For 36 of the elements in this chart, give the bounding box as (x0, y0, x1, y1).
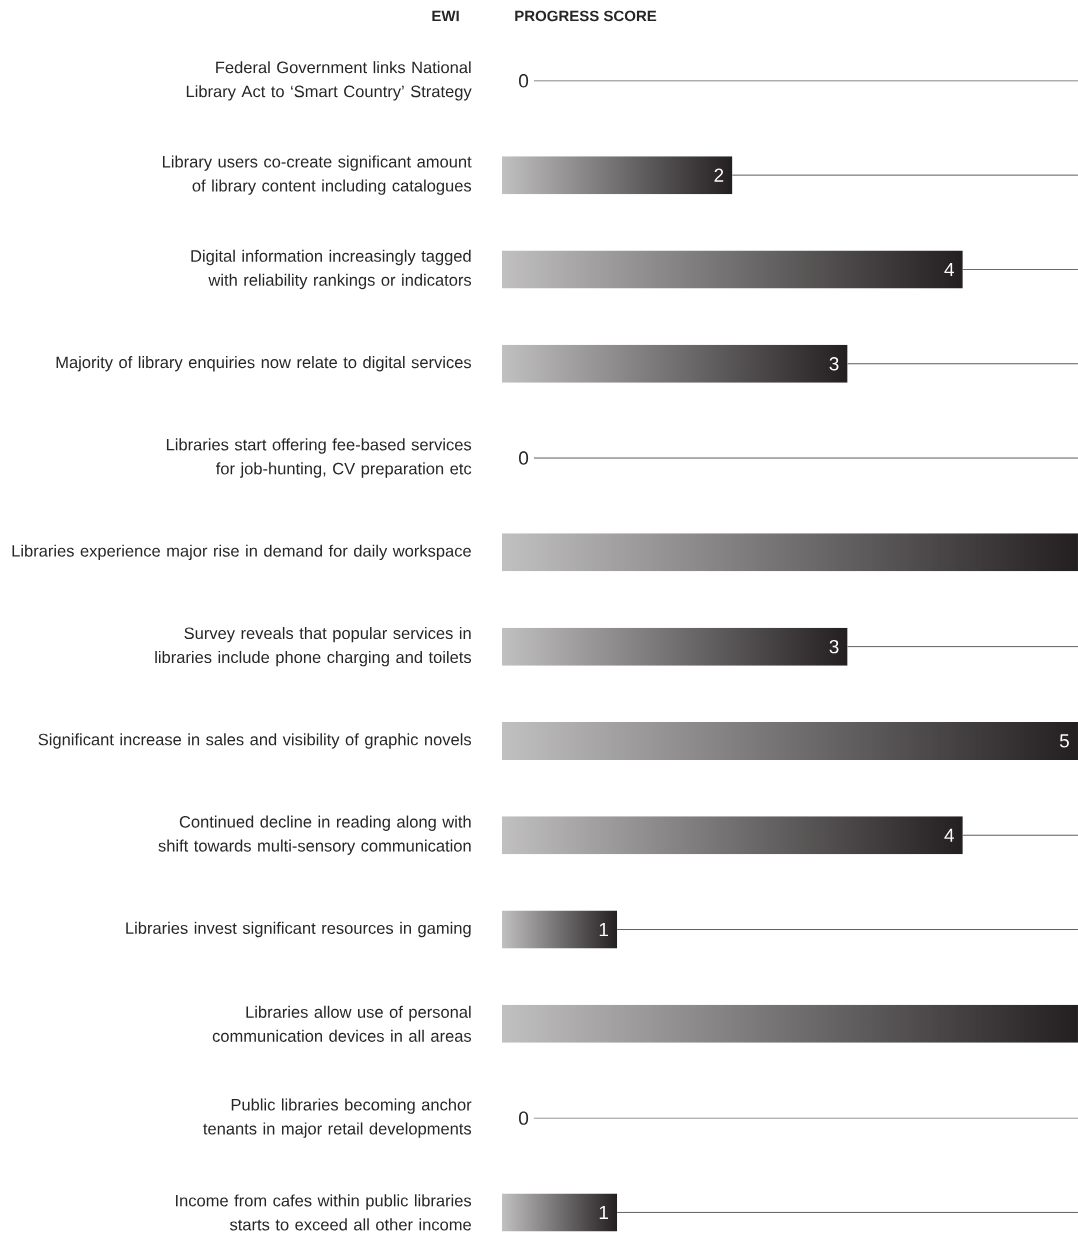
y-tick-label: Continued decline in reading along with shift towards multi-sensory communication (158, 815, 471, 855)
y-tick-label: Libraries allow use of personal communication devices in all areas (212, 1005, 472, 1042)
bar (501, 721, 1078, 760)
bar (501, 910, 618, 949)
data-label: 2 (714, 168, 724, 182)
y-tick-label: Income from cafes within public libraries starts to exceed all other income (176, 1194, 472, 1231)
bar (501, 344, 848, 383)
y-tick-label: Libraries start offering fee-based services for job-hunting, CV preparation etc (166, 438, 472, 478)
data-label: 0 (519, 451, 529, 465)
y-tick-label: Survey reveals that popular services in libraries include phone charging and toilets (155, 626, 472, 667)
y-tick-label: Significant increase in sales and visibility of graphic novels (38, 733, 472, 749)
data-label: 4 (944, 828, 954, 842)
y-tick-label: Library users co-create significant amount of library content including catalogues (162, 155, 472, 195)
y-tick-label: Federal Government links National Library Act to ‘Smart Country’ Strategy (186, 61, 472, 101)
data-label: 0 (519, 1111, 529, 1125)
bar (501, 816, 963, 855)
x-axis-title: PROGRESS SCORE (515, 10, 657, 22)
y-tick-label: Libraries invest significant resources in gaming (126, 921, 471, 938)
y-tick-label: Public libraries becoming anchor tenants in major retail developments (203, 1098, 472, 1138)
y-axis-title: EWI (432, 10, 459, 22)
data-label: 3 (829, 639, 839, 654)
y-tick-label: Majority of library enquiries now relate to digital services (56, 356, 472, 372)
data-label: 3 (829, 357, 839, 371)
bar (501, 156, 733, 195)
data-label: 4 (944, 262, 954, 276)
data-label: 5 (1059, 734, 1069, 748)
data-label: 1 (599, 1205, 608, 1219)
data-label: 1 (599, 923, 608, 937)
bar (501, 627, 848, 666)
data-label: 0 (519, 74, 529, 88)
y-tick-label: Libraries experience major rise in demand for daily workspace (12, 544, 471, 561)
y-tick-label: Digital information increasingly tagged with reliability rankings or indicators (191, 249, 472, 290)
bar (501, 533, 1078, 572)
bar (501, 250, 963, 289)
bar (501, 1004, 1078, 1043)
bar (501, 1193, 618, 1232)
